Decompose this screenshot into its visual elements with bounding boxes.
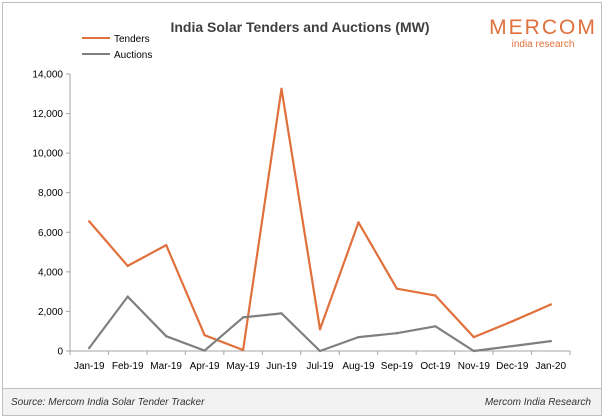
source-note: Source: Mercom India Solar Tender Tracke… (11, 397, 205, 408)
x-tick-label: Jan-20 (535, 361, 566, 372)
y-tick-label: 0 (57, 347, 63, 358)
x-tick-label: Jul-19 (306, 361, 334, 372)
data-point-tenders (203, 333, 206, 337)
data-point-auctions (318, 349, 322, 353)
x-tick-label: Nov-19 (458, 361, 491, 372)
y-tick-label: 6,000 (38, 228, 63, 239)
y-tick-label: 14,000 (32, 70, 63, 81)
y-tick-label: 10,000 (32, 149, 63, 160)
mercom-logo: MERCOM india research (489, 16, 597, 50)
legend-label-tenders: Tenders (114, 34, 150, 45)
series-layer (88, 87, 552, 353)
x-tick-label: Oct-19 (420, 361, 450, 372)
series-line-tenders (88, 87, 552, 352)
data-point-tenders (280, 87, 283, 91)
x-tick-label: Jun-19 (266, 361, 297, 372)
data-point-tenders (434, 294, 437, 297)
data-point-tenders (164, 243, 168, 247)
data-point-tenders (357, 221, 360, 224)
data-point-auctions (434, 325, 437, 328)
legend: Tenders Auctions (82, 34, 152, 61)
data-point-auctions (472, 349, 476, 353)
data-point-tenders (395, 287, 399, 290)
data-point-auctions (88, 346, 91, 350)
data-point-tenders (472, 335, 476, 339)
x-tick-label: May-19 (226, 361, 260, 372)
data-point-tenders (88, 220, 91, 223)
data-point-tenders (549, 303, 552, 306)
x-tick-label: Jan-19 (74, 361, 105, 372)
data-point-tenders (318, 328, 322, 331)
legend-label-auctions: Auctions (114, 50, 152, 61)
y-tick-label: 8,000 (38, 188, 63, 199)
x-axis: Jan-19 Feb-19 Mar-19 Apr-19 May-19 Jun-19 Jul-… (69, 350, 571, 372)
data-point-auctions (203, 349, 206, 352)
data-point-auctions (357, 335, 360, 339)
data-point-auctions (511, 344, 514, 348)
data-point-auctions (280, 312, 283, 315)
data-point-tenders (241, 348, 245, 352)
logo-tagline: india research (512, 39, 575, 50)
x-tick-label: Aug-19 (342, 361, 375, 372)
data-point-tenders (126, 264, 129, 268)
data-point-tenders (511, 320, 514, 323)
legend-item-tenders: Tenders (82, 34, 150, 45)
footer: Source: Mercom India Solar Tender Tracke… (2, 388, 602, 416)
data-point-auctions (164, 334, 168, 338)
y-axis: 0 2,000 4,000 6,000 8,000 10,000 12,000 14,000 (32, 70, 71, 358)
y-tick-label: 4,000 (38, 267, 63, 278)
x-tick-label: Apr-19 (190, 361, 220, 372)
data-point-auctions (126, 295, 129, 298)
y-tick-label: 12,000 (32, 109, 63, 120)
chart-title: India Solar Tenders and Auctions (MW) (170, 19, 429, 35)
credit-note: Mercom India Research (484, 397, 591, 408)
y-tick-label: 2,000 (38, 307, 63, 318)
data-point-auctions (241, 316, 245, 319)
data-point-auctions (395, 331, 399, 335)
logo-name: MERCOM (489, 16, 597, 39)
x-tick-label: Sep-19 (381, 361, 414, 372)
x-tick-label: Feb-19 (112, 361, 144, 372)
legend-item-auctions: Auctions (82, 50, 152, 61)
data-point-auctions (549, 339, 552, 343)
x-tick-label: Mar-19 (150, 361, 182, 372)
x-tick-label: Dec-19 (496, 361, 529, 372)
